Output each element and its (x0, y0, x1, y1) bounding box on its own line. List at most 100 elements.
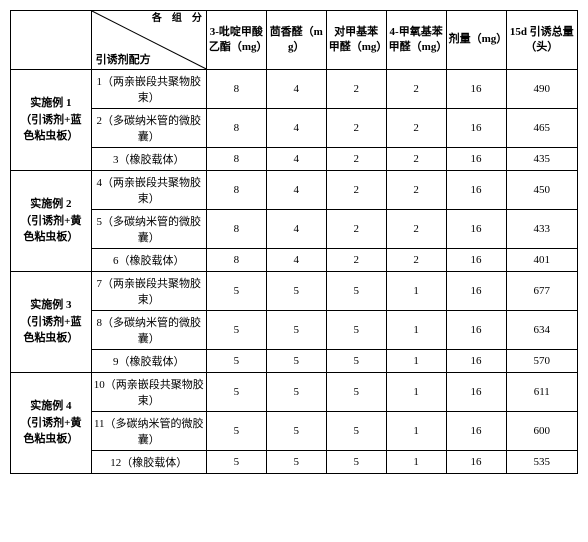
value-cell: 2 (386, 70, 446, 109)
value-cell: 5 (266, 373, 326, 412)
formula-cell: 4（两亲嵌段共聚物胶束） (91, 171, 206, 210)
value-cell: 5 (206, 350, 266, 373)
value-cell: 16 (446, 272, 506, 311)
value-cell: 8 (206, 70, 266, 109)
header-row: 各 组 分 引诱剂配方 3-吡啶甲酸乙酯（mg） 茴香醛（mg） 对甲基苯甲醛（… (11, 11, 578, 70)
formula-cell: 5（多碳纳米管的微胶囊） (91, 210, 206, 249)
table-row: 实施例 4（引诱剂+黄色粘虫板）10（两亲嵌段共聚物胶束）555116611 (11, 373, 578, 412)
col-header-2: 茴香醛（mg） (266, 11, 326, 70)
value-cell: 8 (206, 249, 266, 272)
value-cell: 5 (326, 350, 386, 373)
value-cell: 5 (326, 311, 386, 350)
formula-cell: 11（多碳纳米管的微胶囊） (91, 412, 206, 451)
value-cell: 2 (326, 210, 386, 249)
formula-cell: 6（橡胶载体） (91, 249, 206, 272)
table-row: 3（橡胶载体）842216435 (11, 148, 578, 171)
value-cell: 5 (266, 412, 326, 451)
value-cell: 5 (266, 311, 326, 350)
formula-cell: 8（多碳纳米管的微胶囊） (91, 311, 206, 350)
value-cell: 600 (506, 412, 578, 451)
table-row: 9（橡胶载体）555116570 (11, 350, 578, 373)
formula-cell: 12（橡胶载体） (91, 451, 206, 474)
table-row: 实施例 2（引诱剂+黄色粘虫板）4（两亲嵌段共聚物胶束）842216450 (11, 171, 578, 210)
col-header-6: 15d 引诱总量（头） (506, 11, 578, 70)
value-cell: 16 (446, 70, 506, 109)
group-label: 实施例 4（引诱剂+黄色粘虫板） (11, 373, 92, 474)
group-label: 实施例 3（引诱剂+蓝色粘虫板） (11, 272, 92, 373)
group-label: 实施例 2（引诱剂+黄色粘虫板） (11, 171, 92, 272)
value-cell: 5 (206, 311, 266, 350)
header-blank (11, 11, 92, 70)
value-cell: 2 (386, 109, 446, 148)
value-cell: 16 (446, 373, 506, 412)
diag-top-label: 各 组 分 (152, 13, 202, 25)
value-cell: 1 (386, 272, 446, 311)
value-cell: 5 (266, 272, 326, 311)
value-cell: 2 (326, 171, 386, 210)
value-cell: 16 (446, 171, 506, 210)
value-cell: 611 (506, 373, 578, 412)
value-cell: 5 (326, 272, 386, 311)
value-cell: 16 (446, 311, 506, 350)
value-cell: 4 (266, 249, 326, 272)
table-row: 8（多碳纳米管的微胶囊）555116634 (11, 311, 578, 350)
table-row: 6（橡胶载体）842216401 (11, 249, 578, 272)
value-cell: 8 (206, 148, 266, 171)
value-cell: 401 (506, 249, 578, 272)
value-cell: 8 (206, 210, 266, 249)
formula-cell: 1（两亲嵌段共聚物胶束） (91, 70, 206, 109)
data-table: 各 组 分 引诱剂配方 3-吡啶甲酸乙酯（mg） 茴香醛（mg） 对甲基苯甲醛（… (10, 10, 578, 474)
value-cell: 5 (206, 272, 266, 311)
table-row: 11（多碳纳米管的微胶囊）555116600 (11, 412, 578, 451)
col-header-5: 剂量（mg） (446, 11, 506, 70)
value-cell: 5 (206, 373, 266, 412)
table-row: 2（多碳纳米管的微胶囊）842216465 (11, 109, 578, 148)
value-cell: 465 (506, 109, 578, 148)
value-cell: 5 (326, 412, 386, 451)
table-row: 实施例 1（引诱剂+蓝色粘虫板）1（两亲嵌段共聚物胶束）842216490 (11, 70, 578, 109)
table-row: 实施例 3（引诱剂+蓝色粘虫板）7（两亲嵌段共聚物胶束）555116677 (11, 272, 578, 311)
value-cell: 5 (326, 373, 386, 412)
value-cell: 16 (446, 451, 506, 474)
table-row: 12（橡胶载体）555116535 (11, 451, 578, 474)
value-cell: 1 (386, 311, 446, 350)
value-cell: 4 (266, 109, 326, 148)
value-cell: 8 (206, 109, 266, 148)
col-header-4: 4-甲氧基苯甲醛（mg） (386, 11, 446, 70)
formula-cell: 2（多碳纳米管的微胶囊） (91, 109, 206, 148)
value-cell: 16 (446, 350, 506, 373)
value-cell: 1 (386, 350, 446, 373)
table-body: 实施例 1（引诱剂+蓝色粘虫板）1（两亲嵌段共聚物胶束）8422164902（多… (11, 70, 578, 474)
formula-cell: 3（橡胶载体） (91, 148, 206, 171)
value-cell: 1 (386, 451, 446, 474)
value-cell: 435 (506, 148, 578, 171)
value-cell: 5 (266, 451, 326, 474)
value-cell: 2 (386, 148, 446, 171)
value-cell: 570 (506, 350, 578, 373)
value-cell: 4 (266, 70, 326, 109)
value-cell: 2 (326, 148, 386, 171)
value-cell: 4 (266, 171, 326, 210)
value-cell: 5 (206, 412, 266, 451)
value-cell: 16 (446, 109, 506, 148)
value-cell: 2 (386, 210, 446, 249)
diag-bottom-label: 引诱剂配方 (96, 51, 151, 67)
value-cell: 450 (506, 171, 578, 210)
value-cell: 8 (206, 171, 266, 210)
col-header-1: 3-吡啶甲酸乙酯（mg） (206, 11, 266, 70)
value-cell: 4 (266, 210, 326, 249)
value-cell: 2 (326, 70, 386, 109)
value-cell: 634 (506, 311, 578, 350)
col-header-3: 对甲基苯甲醛（mg） (326, 11, 386, 70)
header-diagonal: 各 组 分 引诱剂配方 (91, 11, 206, 70)
value-cell: 5 (326, 451, 386, 474)
value-cell: 1 (386, 412, 446, 451)
value-cell: 16 (446, 412, 506, 451)
value-cell: 16 (446, 148, 506, 171)
value-cell: 16 (446, 210, 506, 249)
value-cell: 5 (266, 350, 326, 373)
value-cell: 4 (266, 148, 326, 171)
value-cell: 1 (386, 373, 446, 412)
table-row: 5（多碳纳米管的微胶囊）842216433 (11, 210, 578, 249)
group-label: 实施例 1（引诱剂+蓝色粘虫板） (11, 70, 92, 171)
